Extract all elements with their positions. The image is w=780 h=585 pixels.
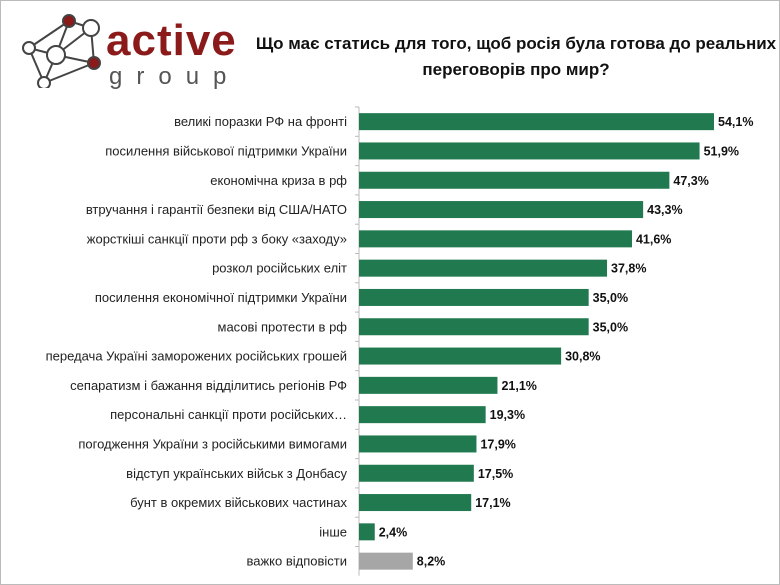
category-label: важко відповісти — [246, 554, 347, 569]
category-label: жорсткіші санкції проти рф з боку «заход… — [87, 231, 347, 246]
category-label: посилення військової підтримки України — [105, 143, 347, 158]
value-label: 17,5% — [478, 467, 513, 481]
category-label: погодження України з російськими вимогам… — [78, 436, 347, 451]
bar — [359, 201, 644, 219]
value-label: 17,9% — [480, 437, 515, 451]
chart-title: Що має статись для того, щоб росія була … — [255, 34, 777, 79]
value-label: 43,3% — [647, 203, 682, 217]
value-label: 51,9% — [704, 144, 739, 158]
logo-wordmark: active — [106, 16, 237, 65]
category-label: бунт в окремих військових частинах — [130, 495, 347, 510]
bar — [359, 113, 714, 131]
bar — [359, 259, 608, 277]
value-label: 19,3% — [490, 408, 525, 422]
value-label: 8,2% — [417, 555, 446, 569]
value-label: 54,1% — [718, 115, 753, 129]
value-label: 21,1% — [501, 379, 536, 393]
value-label: 41,6% — [636, 232, 671, 246]
category-label: масові протести в рф — [218, 319, 348, 334]
bar — [359, 347, 562, 365]
category-label: розкол російських еліт — [212, 261, 347, 276]
active-group-logo: active group — [9, 13, 241, 90]
value-label: 37,8% — [611, 262, 646, 276]
bar — [359, 494, 472, 512]
value-label: 30,8% — [565, 350, 600, 364]
bar — [359, 552, 413, 570]
bar — [359, 142, 700, 160]
bar — [359, 464, 474, 482]
bar — [359, 435, 477, 453]
category-label: економічна криза в рф — [210, 173, 347, 188]
category-label: великі поразки РФ на фронті — [174, 114, 347, 129]
bar — [359, 376, 498, 394]
category-label: інше — [319, 524, 347, 539]
category-label: відступ українських військ з Донбасу — [126, 466, 347, 481]
network-logo-icon — [22, 14, 101, 90]
value-label: 47,3% — [673, 174, 708, 188]
bar — [359, 406, 486, 424]
bar — [359, 318, 589, 336]
category-label: персональні санкції проти російських… — [110, 407, 347, 422]
category-label: сепаратизм і бажання відділитись регіоні… — [70, 378, 347, 393]
bar — [359, 171, 670, 189]
value-label: 17,1% — [475, 496, 510, 510]
category-label: передача Україні заморожених російських … — [46, 349, 347, 364]
value-label: 2,4% — [379, 525, 408, 539]
category-label: втручання і гарантії безпеки від США/НАТ… — [86, 202, 347, 217]
bar — [359, 523, 375, 541]
bar — [359, 288, 589, 306]
value-label: 35,0% — [593, 291, 628, 305]
logo-subtitle: group — [109, 63, 241, 90]
bar — [359, 230, 632, 248]
value-label: 35,0% — [593, 320, 628, 334]
category-label: посилення економічної підтримки України — [95, 290, 347, 305]
